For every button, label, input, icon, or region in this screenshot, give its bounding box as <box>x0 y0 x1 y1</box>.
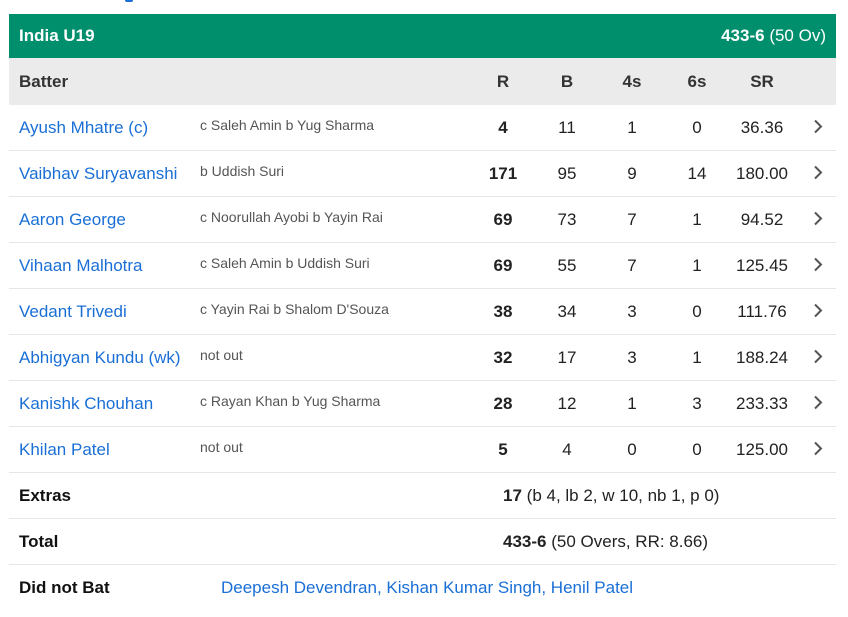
total-row: Total 433-6 (50 Overs, RR: 8.66) <box>9 519 836 565</box>
batter-name[interactable]: Vaibhav Suryavanshi <box>19 163 178 183</box>
col-batter: Batter <box>19 71 69 91</box>
score: 433-6 <box>721 26 765 45</box>
strike-rate: 180.00 <box>736 163 788 183</box>
sixes: 3 <box>692 393 702 413</box>
batter-row[interactable]: Abhigyan Kundu (wk) not out 32 17 3 1 18… <box>9 335 836 381</box>
runs: 171 <box>488 163 518 183</box>
sixes: 1 <box>692 209 702 229</box>
balls: 73 <box>557 209 577 229</box>
balls: 4 <box>562 439 572 459</box>
chevron-right-icon[interactable] <box>813 439 823 460</box>
sixes: 1 <box>692 347 702 367</box>
column-header: Batter R B 4s 6s SR <box>9 58 836 105</box>
scorecard: India U19 433-6 (50 Ov) Batter R B 4s 6s… <box>9 14 836 611</box>
did-not-bat-label: Did not Bat <box>19 578 110 597</box>
fours: 7 <box>627 209 637 229</box>
did-not-bat-row: Did not Bat Deepesh Devendran, Kishan Ku… <box>9 565 836 611</box>
extras-total: 17 <box>503 485 522 505</box>
team-score: 433-6 (50 Ov) <box>721 26 826 46</box>
fours: 1 <box>627 117 637 137</box>
total-score: 433-6 <box>503 531 547 551</box>
balls: 12 <box>557 393 577 413</box>
runs: 32 <box>493 347 513 367</box>
batter-row[interactable]: Vedant Trivedi c Yayin Rai b Shalom D'So… <box>9 289 836 335</box>
fours: 3 <box>627 347 637 367</box>
runs: 5 <box>498 439 508 459</box>
strike-rate: 111.76 <box>737 301 787 321</box>
team-header: India U19 433-6 (50 Ov) <box>9 14 836 58</box>
dismissal: not out <box>200 347 243 363</box>
fours: 1 <box>627 393 637 413</box>
batter-name[interactable]: Vedant Trivedi <box>19 301 127 321</box>
balls: 95 <box>557 163 577 183</box>
col-6s: 6s <box>687 71 707 91</box>
chevron-right-icon[interactable] <box>813 117 823 138</box>
fours: 9 <box>627 163 637 183</box>
dismissal: c Noorullah Ayobi b Yayin Rai <box>200 209 383 225</box>
team-name: India U19 <box>19 26 95 45</box>
batter-name[interactable]: Ayush Mhatre (c) <box>19 117 149 137</box>
chevron-right-icon[interactable] <box>813 209 823 230</box>
balls: 17 <box>557 347 577 367</box>
did-not-bat-players[interactable]: Deepesh Devendran, Kishan Kumar Singh, H… <box>221 578 634 597</box>
balls: 55 <box>557 255 577 275</box>
runs: 28 <box>493 393 513 413</box>
runs: 38 <box>493 301 513 321</box>
runs: 4 <box>498 117 508 137</box>
batter-row[interactable]: Ayush Mhatre (c) c Saleh Amin b Yug Shar… <box>9 105 836 151</box>
col-r: R <box>496 71 510 91</box>
fours: 7 <box>627 255 637 275</box>
col-b: B <box>560 71 574 91</box>
strike-rate: 94.52 <box>740 209 784 229</box>
batter-row[interactable]: Vaibhav Suryavanshi b Uddish Suri 171 95… <box>9 151 836 197</box>
extras-detail: (b 4, lb 2, w 10, nb 1, p 0) <box>526 485 720 505</box>
balls: 34 <box>557 301 577 321</box>
batter-row[interactable]: Khilan Patel not out 5 4 0 0 125.00 <box>9 427 836 473</box>
batter-row[interactable]: Vihaan Malhotra c Saleh Amin b Uddish Su… <box>9 243 836 289</box>
sixes: 1 <box>692 255 702 275</box>
cropped-link-fragment <box>125 0 133 2</box>
dismissal: c Saleh Amin b Uddish Suri <box>200 255 370 271</box>
fours: 3 <box>627 301 637 321</box>
strike-rate: 233.33 <box>736 393 788 413</box>
extras-value: 17 (b 4, lb 2, w 10, nb 1, p 0) <box>503 486 719 506</box>
total-label: Total <box>19 531 59 551</box>
strike-rate: 125.00 <box>736 439 788 459</box>
dismissal: b Uddish Suri <box>200 163 285 179</box>
dismissal: c Yayin Rai b Shalom D'Souza <box>200 301 389 317</box>
strike-rate: 125.45 <box>736 255 788 275</box>
batter-name[interactable]: Kanishk Chouhan <box>19 393 154 413</box>
strike-rate: 188.24 <box>736 347 788 367</box>
strike-rate: 36.36 <box>740 117 784 137</box>
col-sr: SR <box>750 71 774 91</box>
sixes: 14 <box>687 163 707 183</box>
extras-row: Extras 17 (b 4, lb 2, w 10, nb 1, p 0) <box>9 473 836 519</box>
dismissal: c Rayan Khan b Yug Sharma <box>200 393 381 409</box>
dismissal: not out <box>200 439 243 455</box>
chevron-right-icon[interactable] <box>813 301 823 322</box>
runs: 69 <box>493 209 513 229</box>
balls: 11 <box>558 117 576 137</box>
total-value: 433-6 (50 Overs, RR: 8.66) <box>503 532 708 552</box>
chevron-right-icon[interactable] <box>813 163 823 184</box>
sixes: 0 <box>692 439 702 459</box>
batter-name[interactable]: Khilan Patel <box>19 439 110 459</box>
total-detail: (50 Overs, RR: 8.66) <box>551 531 709 551</box>
sixes: 0 <box>692 301 702 321</box>
overs: (50 Ov) <box>769 26 826 45</box>
batter-name[interactable]: Abhigyan Kundu (wk) <box>19 347 181 367</box>
runs: 69 <box>493 255 513 275</box>
fours: 0 <box>627 439 637 459</box>
batter-row[interactable]: Kanishk Chouhan c Rayan Khan b Yug Sharm… <box>9 381 836 427</box>
chevron-right-icon[interactable] <box>813 255 823 276</box>
batter-name[interactable]: Vihaan Malhotra <box>19 255 143 275</box>
sixes: 0 <box>692 117 702 137</box>
batter-row[interactable]: Aaron George c Noorullah Ayobi b Yayin R… <box>9 197 836 243</box>
batter-name[interactable]: Aaron George <box>19 209 126 229</box>
dismissal: c Saleh Amin b Yug Sharma <box>200 117 375 133</box>
chevron-right-icon[interactable] <box>813 393 823 414</box>
col-4s: 4s <box>622 71 642 91</box>
chevron-right-icon[interactable] <box>813 347 823 368</box>
extras-label: Extras <box>19 485 71 505</box>
